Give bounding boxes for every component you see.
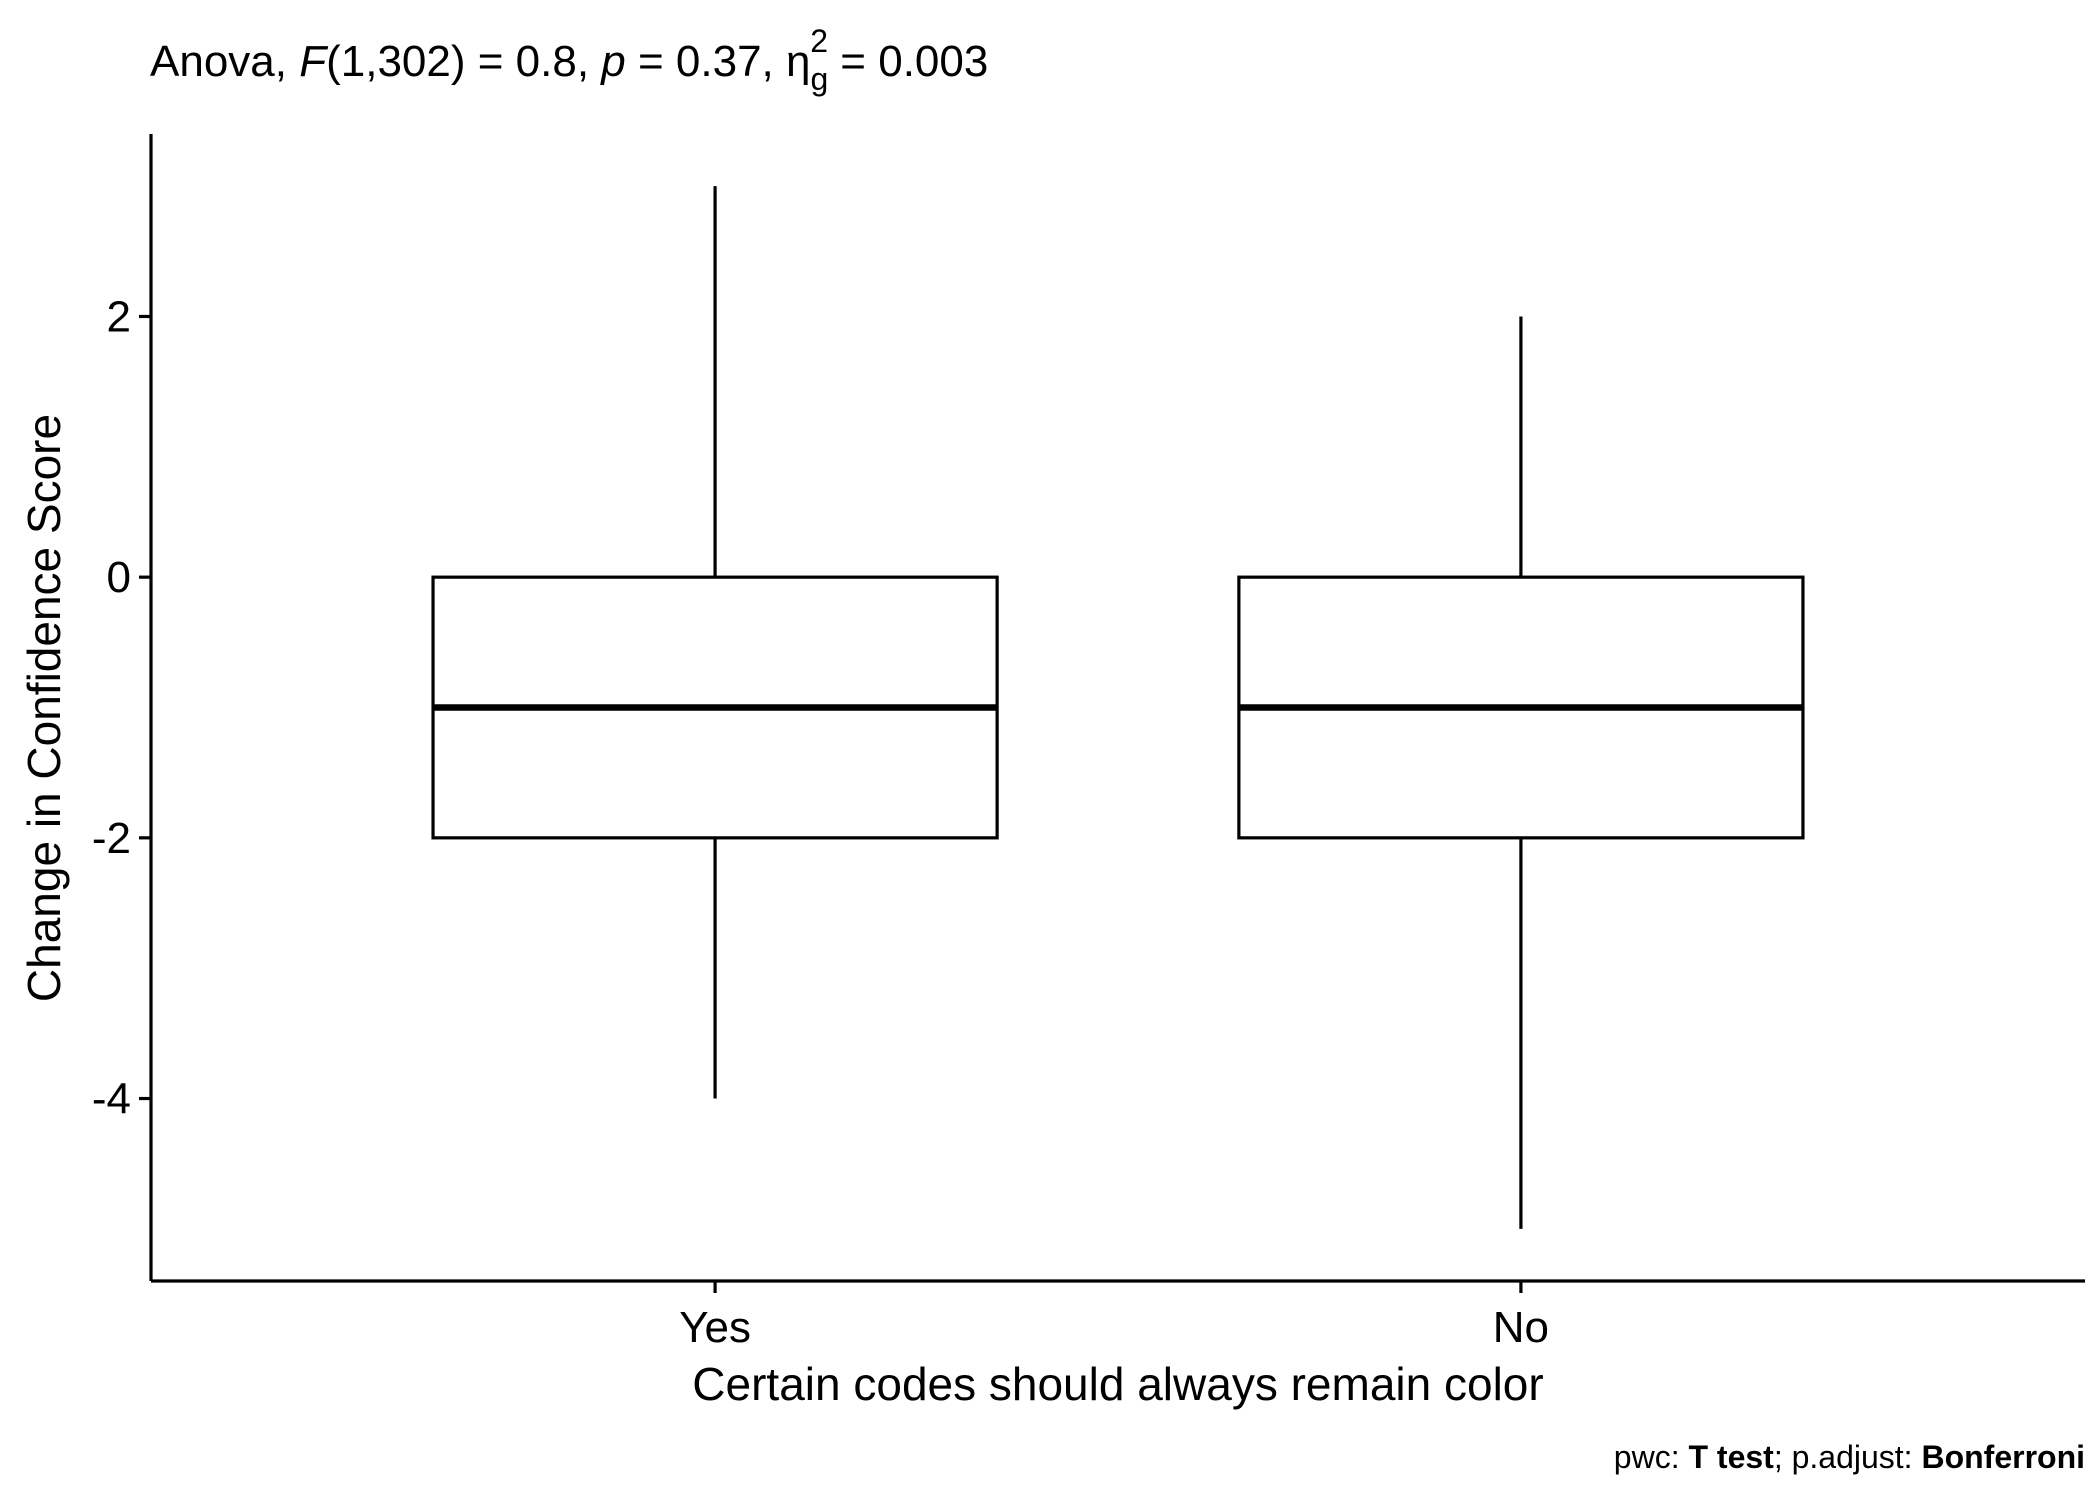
title-eta-value: = 0.003 <box>828 37 988 86</box>
title-eta-subscript: g <box>810 61 828 97</box>
y-axis-ticks: -4 -2 0 2 <box>92 292 151 1124</box>
x-tick-label: Yes <box>679 1303 751 1352</box>
y-tick-label: -2 <box>92 814 131 863</box>
title-p-value: = 0.37, <box>626 37 786 86</box>
y-tick-label: 2 <box>107 292 131 341</box>
caption-pwc-label: pwc: <box>1614 1439 1689 1475</box>
chart-title: Anova, F(1,302) = 0.8, p = 0.37, ηg2 = 0… <box>150 23 988 97</box>
x-tick-label: No <box>1493 1303 1549 1352</box>
caption-pwc: pwc: T test; p.adjust: Bonferroni <box>1614 1439 2085 1475</box>
title-f-symbol: F <box>299 37 328 86</box>
caption-adjust-label: ; p.adjust: <box>1774 1439 1922 1475</box>
y-tick-label: -4 <box>92 1075 131 1124</box>
y-axis-title: Change in Confidence Score <box>18 414 70 1002</box>
y-tick-label: 0 <box>107 553 131 602</box>
title-p-symbol: p <box>599 37 625 86</box>
title-prefix: Anova, <box>150 37 299 86</box>
box-yes <box>431 186 999 1099</box>
caption-pwc-method: T test <box>1688 1439 1774 1475</box>
box-no <box>1237 316 1805 1229</box>
x-axis-ticks: Yes No <box>679 1281 1549 1352</box>
title-eta-symbol: η <box>786 37 810 86</box>
title-f-value: (1,302) = 0.8, <box>326 37 601 86</box>
box-series <box>431 186 1805 1229</box>
title-eta-superscript: 2 <box>810 23 828 59</box>
caption-adjust-method: Bonferroni <box>1921 1439 2085 1475</box>
x-axis-title: Certain codes should always remain color <box>692 1358 1543 1410</box>
